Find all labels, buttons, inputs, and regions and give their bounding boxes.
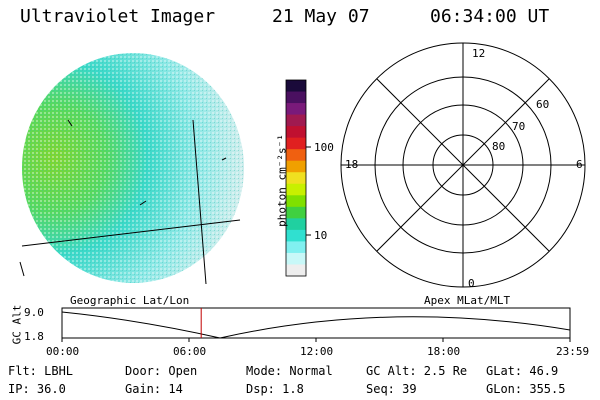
timeline-ytick-top: 9.0 <box>24 306 44 319</box>
info-ip: IP: 36.0 <box>8 382 66 396</box>
colorbar-segment <box>286 183 306 196</box>
colorbar-segment <box>286 241 306 254</box>
timeline-xtick-2359: 23:59 <box>556 345 590 358</box>
colorbar-segment <box>286 252 306 265</box>
colorbar-segment <box>286 218 306 231</box>
lat-label-70: 70 <box>512 120 526 133</box>
instrument-title: Ultraviolet Imager <box>20 6 216 27</box>
colorbar-segment <box>286 103 306 116</box>
info-seq: Seq: 39 <box>366 382 417 396</box>
colorbar-tick-100: 100 <box>314 141 334 154</box>
colorbar-segment <box>286 149 306 162</box>
info-mode: Mode: Normal <box>246 364 333 378</box>
info-gain: Gain: 14 <box>125 382 183 396</box>
timeline-xtick-0000: 00:00 <box>46 345 80 358</box>
lat-label-60: 60 <box>536 98 550 111</box>
colorbar-segment <box>286 206 306 219</box>
mlt-label-18: 18 <box>345 158 359 171</box>
colorbar-segment <box>286 91 306 104</box>
mlt-label-0: 0 <box>468 277 475 290</box>
mlt-label-6: 6 <box>576 158 583 171</box>
date-label: 21 May 07 <box>272 6 370 27</box>
info-door: Door: Open <box>125 364 198 378</box>
timeline-ytick-bottom: 1.8 <box>24 330 44 343</box>
colorbar-segment <box>286 264 306 277</box>
colorbar-segment <box>286 80 306 93</box>
info-flt: Flt: LBHL <box>8 364 74 378</box>
colorbar-segment <box>286 172 306 185</box>
colorbar-segment <box>286 114 306 127</box>
info-gc-alt: GC Alt: 2.5 Re <box>366 364 468 378</box>
timeline-left-label: Geographic Lat/Lon <box>70 294 190 307</box>
timeline-xtick-0600: 06:00 <box>173 345 207 358</box>
colorbar-segment <box>286 126 306 139</box>
colorbar-segment <box>286 229 306 242</box>
colorbar-segment <box>286 160 306 173</box>
timeline-xtick-1200: 12:00 <box>300 345 334 358</box>
colorbar-tick-10: 10 <box>314 229 328 242</box>
info-dsp: Dsp: 1.8 <box>246 382 304 396</box>
time-label: 06:34:00 UT <box>430 6 550 27</box>
colorbar-segment <box>286 195 306 208</box>
mlt-label-12: 12 <box>472 47 486 60</box>
info-glon: GLon: 355.5 <box>486 382 566 396</box>
lat-label-80: 80 <box>492 140 506 153</box>
timeline-xtick-1800: 18:00 <box>427 345 461 358</box>
info-glat: GLat: 46.9 <box>486 364 559 378</box>
colorbar-segment <box>286 137 306 150</box>
timeline-right-label: Apex MLat/MLT <box>424 294 511 307</box>
